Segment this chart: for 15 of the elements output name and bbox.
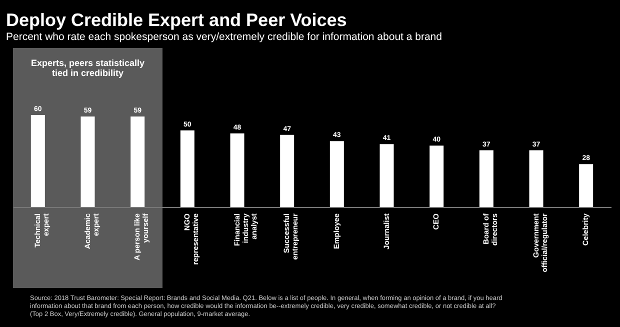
bar xyxy=(579,164,594,207)
bar xyxy=(130,116,145,207)
bar xyxy=(80,116,95,207)
bar xyxy=(380,144,394,207)
bar xyxy=(230,133,244,207)
chart-title: Deploy Credible Expert and Peer Voices xyxy=(6,10,347,30)
band-label: Experts, peers statistically tied in credibility xyxy=(30,58,145,78)
bar xyxy=(330,141,344,207)
chart-subtitle: Percent who rate each spokesperson as very/extremely credible for information about a brand xyxy=(6,31,442,43)
bar xyxy=(430,146,444,207)
bar xyxy=(30,115,45,207)
bar xyxy=(479,150,494,207)
bar xyxy=(280,134,294,207)
bar xyxy=(529,150,544,207)
bar xyxy=(180,130,194,207)
